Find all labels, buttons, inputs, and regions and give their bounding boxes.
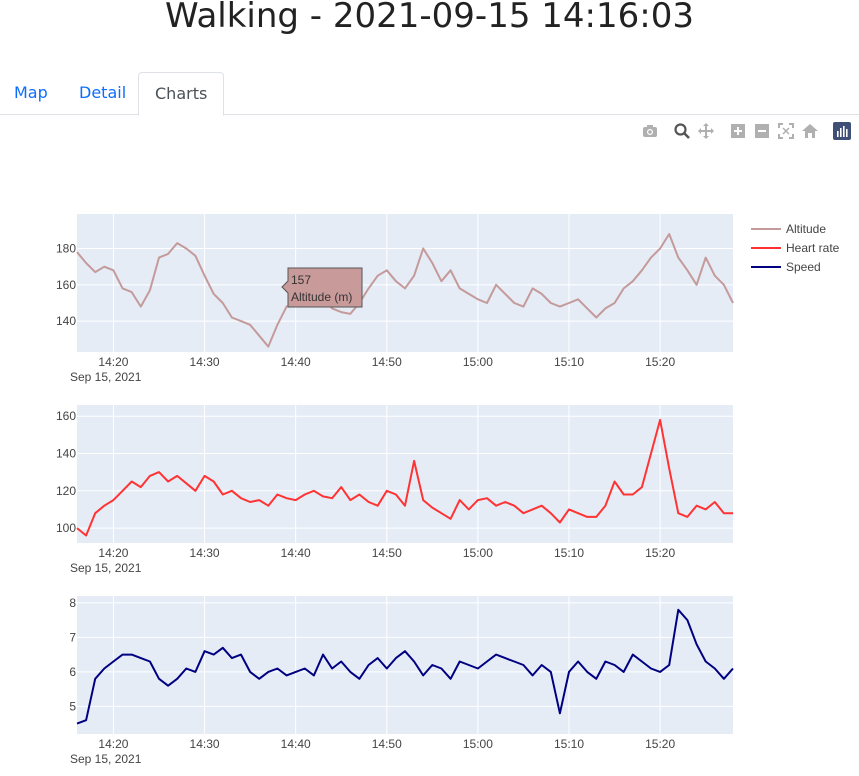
y-tick-label: 140 xyxy=(56,446,76,460)
camera-icon[interactable] xyxy=(641,122,659,140)
x-tick-label: 15:00 xyxy=(463,737,493,751)
x-tick-label: 14:20 xyxy=(98,737,128,751)
x-tick-label: 14:20 xyxy=(98,355,128,369)
plotly-logo-icon[interactable] xyxy=(833,122,851,140)
legend-heart-rate[interactable]: Heart rate xyxy=(786,241,840,255)
autoscale-icon[interactable] xyxy=(777,122,795,140)
x-tick-label: 14:50 xyxy=(372,546,402,560)
x-tick-label: 14:30 xyxy=(190,355,220,369)
y-tick-label: 160 xyxy=(56,409,76,423)
plot-area-altitude[interactable] xyxy=(77,214,733,352)
chart-heart-rate: 14:20 14:30 14:40 14:50 15:00 15:10 15:20 100 12… xyxy=(56,405,733,560)
x-tick-label: 15:10 xyxy=(554,737,584,751)
tab-detail[interactable]: Detail xyxy=(79,83,127,102)
tab-bar: Map Detail Charts xyxy=(0,72,859,116)
zoom-in-icon[interactable] xyxy=(729,122,747,140)
y-tick-label: 8 xyxy=(69,596,76,610)
y-tick-label: 5 xyxy=(69,699,76,713)
y-tick-label: 160 xyxy=(56,278,76,292)
series-line-altitude[interactable] xyxy=(76,233,734,348)
y-tick-label: 7 xyxy=(69,630,76,644)
reset-axes-icon[interactable] xyxy=(801,122,819,140)
x-tick-label: 14:40 xyxy=(281,355,311,369)
x-tick-label: 15:00 xyxy=(463,546,493,560)
plot-area-heart-rate[interactable] xyxy=(77,405,733,543)
tab-map[interactable]: Map xyxy=(14,83,48,102)
x-date-label-heart-rate: Sep 15, 2021 xyxy=(70,561,142,575)
zoom-icon[interactable] xyxy=(673,122,691,140)
tab-charts[interactable]: Charts xyxy=(138,72,225,116)
x-tick-label: 14:20 xyxy=(98,546,128,560)
x-tick-label: 14:50 xyxy=(372,355,402,369)
page-title: Walking - 2021-09-15 14:16:03 xyxy=(165,0,694,36)
legend-altitude[interactable]: Altitude xyxy=(786,222,826,236)
zoom-out-icon[interactable] xyxy=(753,122,771,140)
x-tick-label: 15:20 xyxy=(645,355,675,369)
legend-speed[interactable]: Speed xyxy=(786,260,821,274)
tooltip-label: Altitude (m) xyxy=(291,290,352,304)
x-tick-label: 15:00 xyxy=(463,355,493,369)
x-tick-label: 14:30 xyxy=(190,546,220,560)
hover-tooltip: 157 Altitude (m) xyxy=(281,267,363,308)
legend: Altitude Heart rate Speed xyxy=(751,222,840,274)
x-tick-label: 14:40 xyxy=(281,737,311,751)
chart-altitude: 14:20 14:30 14:40 14:50 15:00 15:10 15:20 140 16… xyxy=(56,214,734,369)
y-tick-label: 100 xyxy=(56,521,76,535)
series-line-speed[interactable] xyxy=(76,608,734,725)
x-tick-label: 15:20 xyxy=(645,546,675,560)
y-tick-label: 180 xyxy=(56,242,76,256)
x-tick-label: 14:40 xyxy=(281,546,311,560)
x-tick-label: 14:30 xyxy=(190,737,220,751)
chart-speed: 14:20 14:30 14:40 14:50 15:00 15:10 15:20 5 6 7 8 xyxy=(69,596,734,751)
x-date-label-speed: Sep 15, 2021 xyxy=(70,752,142,766)
x-tick-label: 15:20 xyxy=(645,737,675,751)
tooltip-value: 157 xyxy=(291,273,311,287)
y-tick-label: 120 xyxy=(56,484,76,498)
y-tick-label: 6 xyxy=(69,665,76,679)
series-line-heart-rate[interactable] xyxy=(76,418,733,537)
y-tick-label: 140 xyxy=(56,314,76,328)
x-tick-label: 15:10 xyxy=(554,546,584,560)
plot-modebar xyxy=(641,122,855,140)
plot-area-speed[interactable] xyxy=(77,596,733,734)
x-tick-label: 15:10 xyxy=(554,355,584,369)
x-date-label-altitude: Sep 15, 2021 xyxy=(70,370,142,384)
x-tick-label: 14:50 xyxy=(372,737,402,751)
pan-icon[interactable] xyxy=(697,122,715,140)
